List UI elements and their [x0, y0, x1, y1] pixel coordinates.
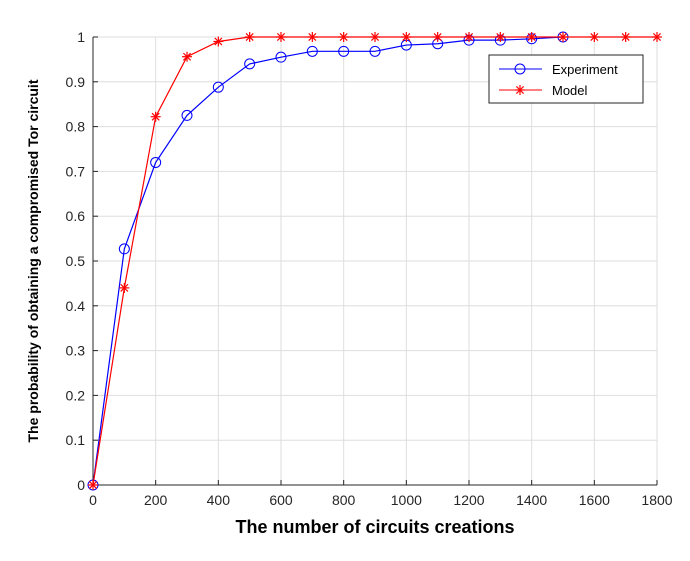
x-tick-label: 400	[207, 492, 231, 508]
legend-marker-experiment	[514, 63, 526, 75]
y-tick-labels: 0 0.1 0.2 0.3 0.4 0.5 0.6 0.7 0.8 0.9 1	[66, 29, 86, 493]
x-tick-label: 200	[144, 492, 168, 508]
y-tick-label: 0	[77, 477, 85, 493]
data-point-model	[526, 32, 537, 42]
x-tick-label: 600	[269, 492, 293, 508]
data-point-experiment	[306, 45, 318, 57]
data-point-model	[370, 32, 380, 42]
y-tick-label: 0.3	[66, 343, 86, 359]
data-point-model	[495, 32, 506, 42]
legend-marker-model	[515, 85, 525, 95]
data-point-model	[244, 32, 255, 42]
data-point-model	[620, 32, 631, 42]
y-tick-label: 0.7	[66, 163, 86, 179]
x-tick-label: 1600	[579, 492, 610, 508]
y-tick-label: 0.9	[66, 74, 86, 90]
data-point-model	[119, 282, 130, 293]
x-tick-label: 1800	[641, 492, 672, 508]
y-tick-label: 0.6	[66, 208, 86, 224]
data-point-experiment	[338, 45, 350, 57]
y-tick-label: 0.5	[66, 253, 86, 269]
data-point-model	[276, 32, 286, 42]
y-tick-label: 0.2	[66, 387, 86, 403]
data-point-experiment	[150, 156, 162, 168]
data-point-experiment	[275, 51, 287, 63]
data-point-model	[307, 32, 318, 42]
x-tick-label: 1000	[391, 492, 422, 508]
data-point-experiment	[244, 58, 256, 70]
y-tick-label: 1	[77, 29, 85, 45]
data-point-experiment	[369, 45, 381, 57]
legend: Experiment Model	[488, 54, 644, 104]
data-point-model	[213, 36, 224, 47]
data-point-model	[182, 51, 192, 62]
data-point-model	[150, 111, 161, 122]
x-tick-labels: 0 200 400 600 800 1000 1200 1400 1600 1800	[89, 492, 673, 508]
y-tick-label: 0.8	[66, 119, 86, 135]
y-tick-label: 0.1	[66, 432, 86, 448]
data-point-model	[652, 32, 662, 42]
x-tick-label: 0	[89, 492, 97, 508]
y-axis-title: The probability of obtaining a compromis…	[25, 79, 41, 442]
data-point-model	[338, 32, 349, 42]
data-point-model	[589, 32, 600, 42]
data-point-experiment	[118, 243, 130, 255]
data-point-experiment	[181, 109, 193, 121]
data-point-model	[401, 32, 412, 42]
data-point-model	[88, 480, 98, 490]
series-line-experiment	[92, 36, 564, 486]
x-tick-label: 800	[332, 492, 356, 508]
series-model	[88, 32, 662, 490]
legend-label-experiment: Experiment	[552, 62, 618, 77]
legend-box	[488, 54, 644, 104]
y-tick-label: 0.4	[66, 298, 86, 314]
legend-label-model: Model	[552, 83, 588, 98]
series	[87, 31, 662, 491]
x-tick-label: 1400	[516, 492, 547, 508]
data-point-model	[464, 32, 474, 42]
data-point-model	[558, 32, 568, 42]
data-point-model	[432, 32, 443, 42]
data-point-experiment	[212, 81, 224, 93]
x-axis-title: The number of circuits creations	[235, 517, 514, 537]
axes	[92, 36, 658, 486]
x-tick-label: 1200	[453, 492, 484, 508]
